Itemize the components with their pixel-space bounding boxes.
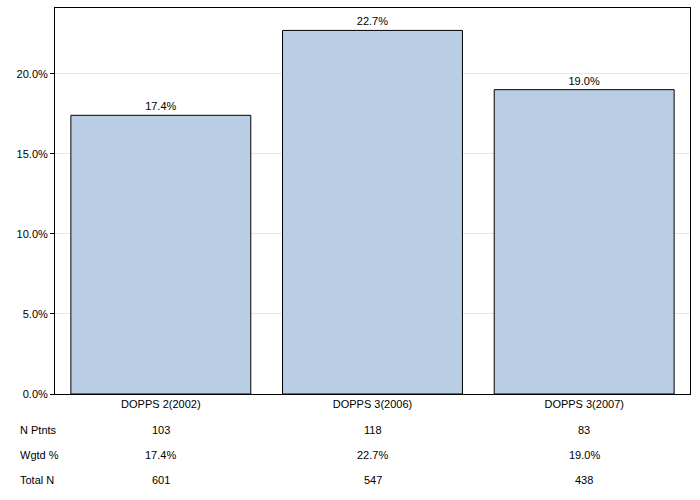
svg-text:20.0%: 20.0% — [17, 68, 48, 80]
svg-text:5.0%: 5.0% — [23, 308, 48, 320]
svg-text:15.0%: 15.0% — [17, 148, 48, 160]
svg-text:17.4%: 17.4% — [145, 100, 176, 112]
svg-text:10.0%: 10.0% — [17, 228, 48, 240]
svg-text:DOPPS 2(2002): DOPPS 2(2002) — [121, 398, 200, 410]
svg-text:N Ptnts: N Ptnts — [20, 424, 57, 436]
svg-text:17.4%: 17.4% — [145, 449, 176, 461]
svg-text:Wgtd %: Wgtd % — [20, 449, 59, 461]
svg-text:103: 103 — [152, 424, 170, 436]
svg-text:0.0%: 0.0% — [23, 388, 48, 400]
svg-text:22.7%: 22.7% — [357, 449, 388, 461]
svg-text:601: 601 — [152, 474, 170, 486]
svg-text:Total N: Total N — [20, 474, 54, 486]
svg-text:DOPPS 3(2007): DOPPS 3(2007) — [544, 398, 623, 410]
svg-text:438: 438 — [575, 474, 593, 486]
svg-text:19.0%: 19.0% — [568, 75, 599, 87]
svg-text:19.0%: 19.0% — [569, 449, 600, 461]
svg-text:83: 83 — [578, 424, 590, 436]
svg-text:22.7%: 22.7% — [357, 15, 388, 27]
svg-text:DOPPS 3(2006): DOPPS 3(2006) — [333, 398, 412, 410]
svg-text:118: 118 — [364, 424, 382, 436]
svg-text:547: 547 — [364, 474, 382, 486]
